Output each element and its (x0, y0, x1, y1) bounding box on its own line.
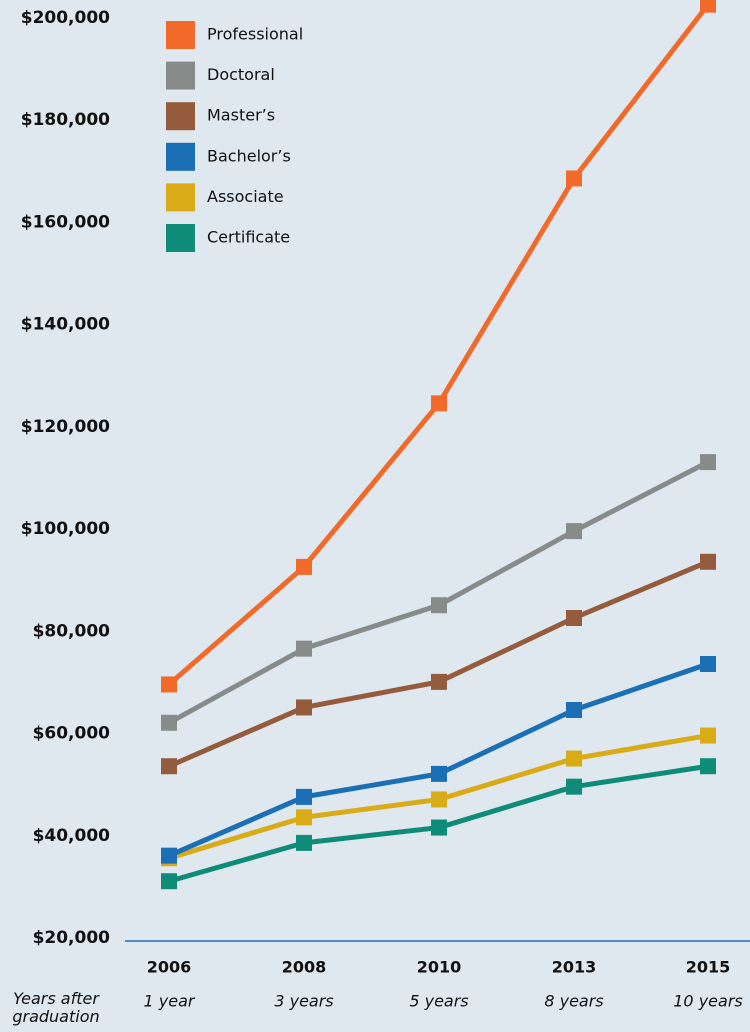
x-tick-label: 2015 (686, 958, 731, 977)
legend-swatch (166, 21, 195, 49)
point-marker (700, 656, 716, 672)
legend-label: Certificate (207, 228, 290, 247)
point-marker (431, 597, 447, 614)
secondary-axis-title: Years after graduation (12, 989, 100, 1026)
y-tick-label: $60,000 (33, 724, 111, 744)
point-marker (296, 788, 312, 805)
y-tick-label: $120,000 (21, 417, 110, 437)
point-marker (161, 873, 177, 890)
point-marker (431, 673, 447, 690)
point-marker (161, 847, 177, 864)
point-marker (700, 0, 716, 13)
legend-swatch (166, 224, 195, 252)
point-marker (700, 553, 716, 570)
point-marker (431, 395, 447, 412)
point-marker (700, 727, 716, 744)
x-secondary-label: 8 years (544, 992, 603, 1011)
legend-label: Associate (207, 187, 284, 206)
x-tick-label: 2013 (552, 958, 597, 977)
x-secondary-label: 5 years (409, 992, 468, 1011)
point-marker (296, 699, 312, 716)
point-marker (296, 558, 312, 575)
point-marker (431, 791, 447, 808)
point-marker (700, 758, 716, 775)
point-marker (566, 610, 582, 626)
legend-label: Bachelor’s (207, 146, 291, 165)
point-marker (566, 170, 582, 187)
x-secondary-label: 10 years (673, 992, 742, 1011)
point-marker (700, 454, 716, 471)
point-marker (161, 714, 177, 731)
point-marker (431, 819, 447, 836)
x-secondary-label: 1 year (144, 992, 196, 1011)
legend-label: Doctoral (207, 65, 275, 84)
point-marker (161, 758, 177, 775)
point-marker (566, 702, 582, 718)
x-tick-label: 2008 (282, 958, 327, 977)
y-tick-label: $180,000 (21, 110, 110, 130)
point-marker (296, 809, 312, 826)
y-tick-label: $200,000 (21, 8, 110, 28)
point-marker (431, 765, 447, 782)
y-tick-label: $40,000 (33, 826, 111, 846)
x-tick-label: 2006 (147, 958, 192, 977)
y-tick-label: $160,000 (21, 212, 110, 232)
y-tick-label: $100,000 (21, 519, 110, 539)
legend-label: Master’s (207, 106, 275, 125)
legend-swatch (166, 183, 195, 212)
legend-swatch (166, 102, 195, 131)
y-tick-label: $80,000 (33, 621, 111, 641)
legend-swatch (166, 142, 195, 171)
point-marker (161, 676, 177, 693)
x-secondary-label: 3 years (274, 992, 333, 1011)
point-marker (566, 523, 582, 540)
legend-label: Professional (207, 25, 303, 44)
point-marker (566, 778, 582, 795)
y-tick-label: $20,000 (33, 928, 111, 948)
point-marker (296, 640, 312, 657)
point-marker (296, 834, 312, 851)
point-marker (566, 750, 582, 767)
series-line (168, 559, 709, 769)
y-tick-label: $140,000 (21, 315, 110, 335)
x-tick-label: 2010 (417, 958, 462, 977)
legend-swatch (166, 61, 195, 90)
